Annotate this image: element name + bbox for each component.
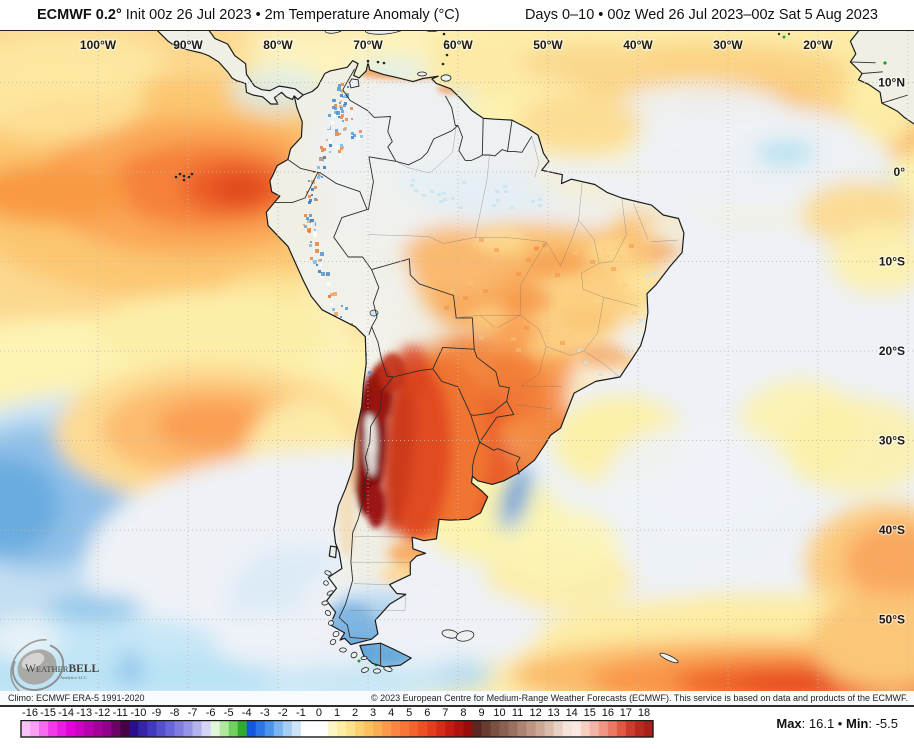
svg-text:30°S: 30°S: [879, 434, 905, 448]
svg-text:10°N: 10°N: [878, 76, 905, 90]
svg-text:60°W: 60°W: [443, 38, 473, 52]
svg-text:50°S: 50°S: [879, 613, 905, 627]
svg-text:70°W: 70°W: [353, 38, 383, 52]
svg-text:80°W: 80°W: [263, 38, 293, 52]
svg-text:10°S: 10°S: [879, 255, 905, 269]
svg-text:40°S: 40°S: [879, 523, 905, 537]
svg-text:0°: 0°: [894, 165, 906, 179]
svg-text:20°S: 20°S: [879, 344, 905, 358]
svg-text:WEATHERBELL: WEATHERBELL: [25, 663, 99, 675]
svg-text:30°W: 30°W: [713, 38, 743, 52]
svg-text:90°W: 90°W: [173, 38, 203, 52]
svg-text:20°W: 20°W: [803, 38, 833, 52]
svg-text:100°W: 100°W: [80, 38, 117, 52]
svg-text:40°W: 40°W: [623, 38, 653, 52]
svg-text:50°W: 50°W: [533, 38, 563, 52]
svg-text:Analytics LLC: Analytics LLC: [60, 675, 87, 680]
